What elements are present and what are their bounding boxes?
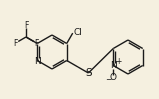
Text: S: S (85, 68, 92, 78)
Text: F: F (24, 20, 28, 30)
Text: N: N (34, 58, 41, 67)
Text: O: O (110, 73, 117, 82)
Text: F: F (34, 39, 39, 48)
Text: N: N (110, 61, 117, 70)
Text: −: − (105, 75, 111, 84)
Text: +: + (115, 57, 121, 66)
Text: Cl: Cl (74, 28, 83, 37)
Text: F: F (14, 39, 18, 48)
